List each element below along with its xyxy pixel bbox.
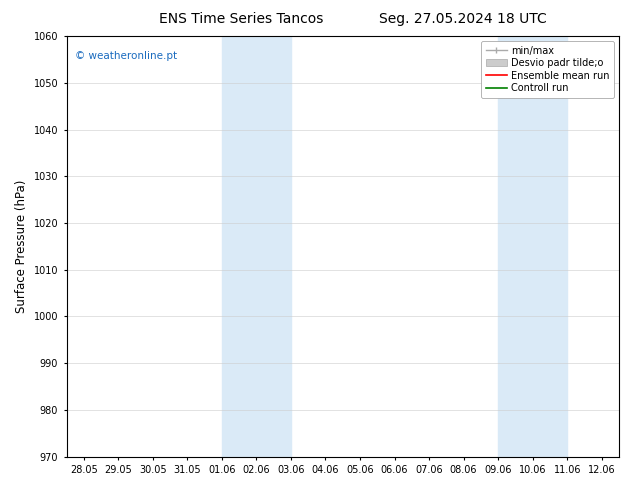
Text: ENS Time Series Tancos: ENS Time Series Tancos — [158, 12, 323, 26]
Y-axis label: Surface Pressure (hPa): Surface Pressure (hPa) — [15, 180, 28, 313]
Text: Seg. 27.05.2024 18 UTC: Seg. 27.05.2024 18 UTC — [379, 12, 547, 26]
Bar — [498, 36, 567, 457]
Bar — [222, 36, 291, 457]
Legend: min/max, Desvio padr tilde;o, Ensemble mean run, Controll run: min/max, Desvio padr tilde;o, Ensemble m… — [481, 41, 614, 98]
Text: © weatheronline.pt: © weatheronline.pt — [75, 51, 177, 61]
